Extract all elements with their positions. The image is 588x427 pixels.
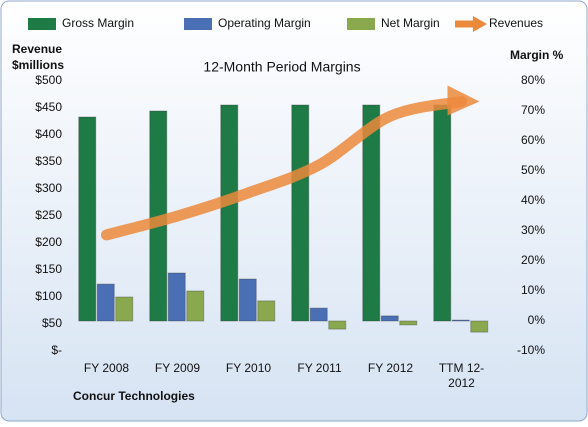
bar bbox=[167, 272, 186, 322]
bar bbox=[186, 290, 205, 322]
x-tick-label: FY 2009 bbox=[155, 361, 200, 375]
x-tick-label: TTM 12-2012 bbox=[439, 361, 484, 390]
bar bbox=[470, 320, 489, 333]
bar bbox=[380, 315, 399, 322]
y-tick-label: $100 bbox=[35, 289, 62, 303]
legend-label: Net Margin bbox=[381, 16, 440, 30]
legend-swatch bbox=[184, 18, 212, 30]
bar bbox=[433, 104, 452, 322]
bar bbox=[328, 320, 347, 330]
y-tick-label: $150 bbox=[35, 262, 62, 276]
y2-tick-label: 60% bbox=[521, 133, 545, 147]
y2-tick-label: 50% bbox=[521, 163, 545, 177]
y-tick-label: $450 bbox=[35, 100, 62, 114]
y2-tick-label: 70% bbox=[521, 103, 545, 117]
x-tick-label: FY 2012 bbox=[368, 361, 413, 375]
annotation: Concur Technologies bbox=[73, 389, 195, 403]
bar bbox=[309, 307, 328, 322]
y2-tick-label: 0% bbox=[528, 313, 546, 327]
revenue-line bbox=[101, 96, 467, 241]
chart-title: 12-Month Period Margins bbox=[203, 59, 360, 75]
y-tick-label: $300 bbox=[35, 181, 62, 195]
bar bbox=[238, 278, 257, 322]
y-tick-label: $250 bbox=[35, 208, 62, 222]
x-tick-label: FY 2011 bbox=[297, 361, 342, 375]
x-tick-label: FY 2010 bbox=[226, 361, 271, 375]
bar bbox=[96, 283, 115, 322]
legend-label: Gross Margin bbox=[62, 16, 134, 30]
legend-swatch bbox=[347, 18, 375, 30]
y-axis-label: Revenue bbox=[12, 42, 62, 56]
legend-swatch bbox=[473, 16, 487, 32]
y-tick-label: $400 bbox=[35, 127, 62, 141]
legend-label: Operating Margin bbox=[218, 16, 311, 30]
y-tick-label: $50 bbox=[42, 316, 62, 330]
y2-tick-label: 30% bbox=[521, 223, 545, 237]
y2-tick-label: -10% bbox=[517, 343, 545, 357]
y-tick-label: $350 bbox=[35, 154, 62, 168]
bar bbox=[451, 319, 470, 322]
y2-axis-label: Margin % bbox=[510, 48, 564, 62]
y-axis-label: $millions bbox=[12, 58, 64, 72]
bar bbox=[362, 104, 381, 322]
bar bbox=[115, 296, 134, 322]
y2-tick-label: 20% bbox=[521, 253, 545, 267]
y2-tick-label: 80% bbox=[521, 73, 545, 87]
bar bbox=[257, 300, 276, 322]
arrow-head bbox=[447, 85, 480, 116]
y2-tick-label: 40% bbox=[521, 193, 545, 207]
y-tick-label: $500 bbox=[35, 73, 62, 87]
x-tick-label: FY 2008 bbox=[84, 361, 129, 375]
bar bbox=[399, 320, 418, 326]
bar bbox=[78, 116, 97, 322]
y-tick-label: $200 bbox=[35, 235, 62, 249]
y2-tick-label: 10% bbox=[521, 283, 545, 297]
legend-label: Revenues bbox=[489, 16, 543, 30]
bar bbox=[291, 104, 310, 322]
legend-swatch bbox=[28, 18, 56, 30]
bar bbox=[220, 104, 239, 322]
y-tick-label: $- bbox=[51, 343, 62, 357]
